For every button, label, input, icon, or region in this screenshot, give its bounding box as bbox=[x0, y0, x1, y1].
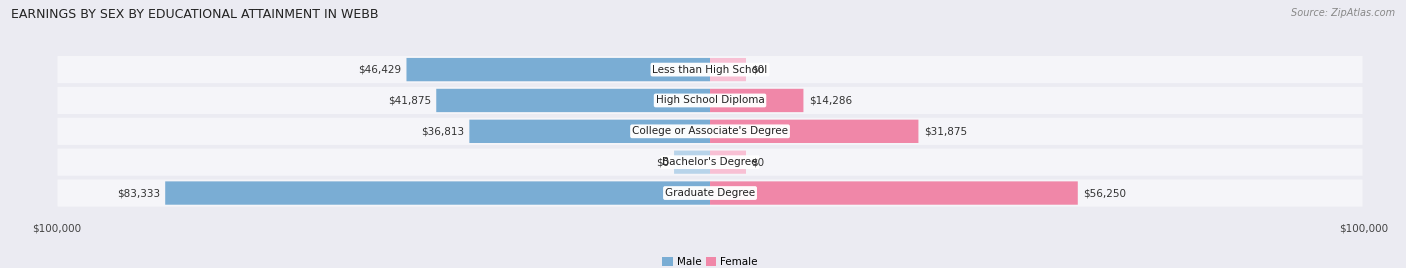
FancyBboxPatch shape bbox=[436, 89, 710, 112]
Legend: Male, Female: Male, Female bbox=[658, 253, 762, 268]
Text: $0: $0 bbox=[751, 157, 765, 167]
FancyBboxPatch shape bbox=[710, 89, 803, 112]
FancyBboxPatch shape bbox=[470, 120, 710, 143]
Text: Bachelor's Degree: Bachelor's Degree bbox=[662, 157, 758, 167]
Text: $36,813: $36,813 bbox=[420, 126, 464, 136]
FancyBboxPatch shape bbox=[58, 87, 1362, 114]
Text: $56,250: $56,250 bbox=[1083, 188, 1126, 198]
Text: $41,875: $41,875 bbox=[388, 95, 432, 106]
Text: $31,875: $31,875 bbox=[924, 126, 967, 136]
FancyBboxPatch shape bbox=[710, 58, 747, 81]
FancyBboxPatch shape bbox=[58, 118, 1362, 145]
Text: Less than High School: Less than High School bbox=[652, 65, 768, 75]
FancyBboxPatch shape bbox=[673, 151, 710, 174]
FancyBboxPatch shape bbox=[710, 181, 1078, 205]
Text: High School Diploma: High School Diploma bbox=[655, 95, 765, 106]
FancyBboxPatch shape bbox=[710, 120, 918, 143]
Text: $14,286: $14,286 bbox=[808, 95, 852, 106]
Text: College or Associate's Degree: College or Associate's Degree bbox=[633, 126, 787, 136]
Text: Graduate Degree: Graduate Degree bbox=[665, 188, 755, 198]
Text: $83,333: $83,333 bbox=[117, 188, 160, 198]
Text: EARNINGS BY SEX BY EDUCATIONAL ATTAINMENT IN WEBB: EARNINGS BY SEX BY EDUCATIONAL ATTAINMEN… bbox=[11, 8, 378, 21]
Text: $0: $0 bbox=[751, 65, 765, 75]
FancyBboxPatch shape bbox=[58, 149, 1362, 176]
Text: Source: ZipAtlas.com: Source: ZipAtlas.com bbox=[1291, 8, 1395, 18]
FancyBboxPatch shape bbox=[58, 180, 1362, 207]
Text: $46,429: $46,429 bbox=[359, 65, 401, 75]
FancyBboxPatch shape bbox=[710, 151, 747, 174]
FancyBboxPatch shape bbox=[58, 56, 1362, 83]
FancyBboxPatch shape bbox=[166, 181, 710, 205]
Text: $0: $0 bbox=[655, 157, 669, 167]
FancyBboxPatch shape bbox=[406, 58, 710, 81]
